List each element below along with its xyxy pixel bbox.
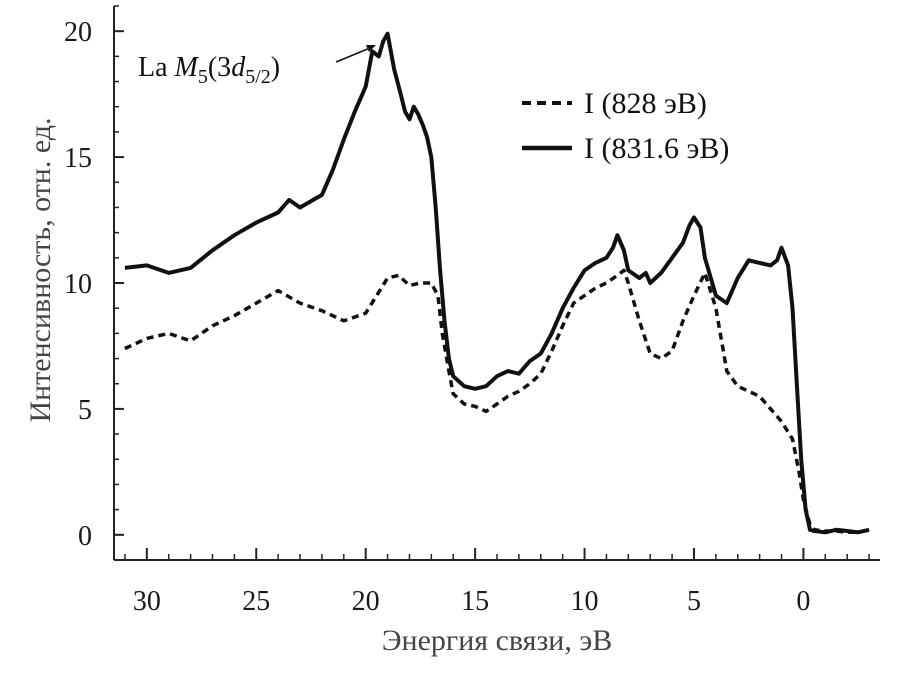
annotation-d: d <box>231 52 246 83</box>
legend-item-828: I (828 эВ) <box>522 87 707 120</box>
x-axis-title: Энергия связи, эВ <box>382 624 613 657</box>
x-tick-label: 25 <box>242 586 270 617</box>
legend-item-831: I (831.6 эВ) <box>522 132 729 165</box>
y-tick-label: 15 <box>64 143 92 174</box>
x-tick-label: 5 <box>687 586 701 617</box>
x-tick-label: 20 <box>352 586 380 617</box>
x-tick-label: 10 <box>571 586 599 617</box>
y-tick-label: 0 <box>78 521 92 552</box>
annotation-paren-close: ) <box>271 52 280 83</box>
legend-label-828: I (828 эВ) <box>584 87 707 120</box>
x-tick-label: 0 <box>796 586 810 617</box>
series-layer <box>124 31 870 535</box>
y-tick-label: 20 <box>64 17 92 48</box>
chart-legend: I (828 эВ) I (831.6 эВ) <box>522 87 729 165</box>
annotation-symbol: M <box>174 52 200 83</box>
annotation-prefix: La <box>138 52 175 83</box>
y-tick-label: 5 <box>78 395 92 426</box>
x-tick-label: 30 <box>133 586 161 617</box>
annotation-label: La M5(3d5/2) <box>138 52 280 88</box>
x-axis-ticks: 30 25 20 15 10 5 0 <box>124 548 870 617</box>
annotation-sub2: 5/2 <box>245 66 271 88</box>
annotation-arrow-head <box>366 45 376 52</box>
annotation-paren-open: (3 <box>208 52 231 83</box>
y-axis-title: Интенсивность, отн. ед. <box>24 117 57 422</box>
y-tick-label: 10 <box>64 269 92 300</box>
x-tick-label: 15 <box>461 586 489 617</box>
annotation-arrow-line <box>335 47 371 63</box>
series-line-828 <box>124 268 870 535</box>
annotation-sub1: 5 <box>198 66 208 88</box>
plot-frame <box>113 6 880 561</box>
legend-label-831: I (831.6 эВ) <box>584 132 729 165</box>
peak-annotation: La M5(3d5/2) <box>138 45 376 88</box>
y-axis-ticks: 0 5 10 15 20 <box>64 5 124 561</box>
series-line-831 <box>124 31 870 535</box>
